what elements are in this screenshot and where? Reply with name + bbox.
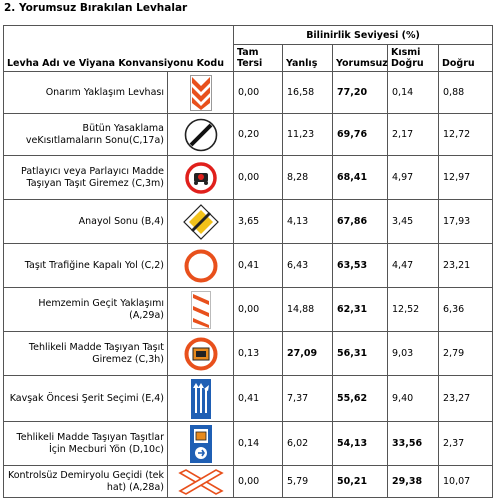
table-row: Taşıt Trafiğine Kapalı Yol (C,2) 0,41 6,… <box>3 243 494 288</box>
table-row: Anayol Sonu (B,4) 3,65 4,13 67,86 3,45 1… <box>3 199 494 244</box>
value-cell: 27,09 <box>282 331 333 376</box>
value-cell: 67,86 <box>332 199 388 244</box>
value-cell: 62,31 <box>332 287 388 332</box>
value-cell: 14,88 <box>282 287 333 332</box>
value-cell: 7,37 <box>282 375 333 422</box>
value-cell: 0,14 <box>233 421 283 466</box>
value-cell: 0,00 <box>233 155 283 200</box>
value-cell: 17,93 <box>437 199 494 244</box>
value-cell: 10,07 <box>437 465 494 498</box>
name-column-header: Levha Adı ve Viyana Konvansiyonu Kodu <box>3 25 234 72</box>
dangerous-goods-route-sign-icon <box>189 424 212 463</box>
signs-table: Levha Adı ve Viyana Konvansiyonu Kodu Bi… <box>3 25 494 498</box>
page-title: 2. Yorumsuz Bırakılan Levhalar <box>4 2 188 14</box>
sign-name: Anayol Sonu (B,4) <box>3 199 168 244</box>
value-cell: 0,00 <box>233 71 283 114</box>
value-cell: 69,76 <box>332 113 388 156</box>
value-cell: 12,97 <box>437 155 494 200</box>
sign-name: Kontrolsüz Demiryolu Geçidi (tek hat) (A… <box>3 465 168 498</box>
level-crossing-approach-sign-icon <box>190 290 211 329</box>
sign-name: Hemzemin Geçit Yaklaşımı (A,29a) <box>3 287 168 332</box>
table-row: Hemzemin Geçit Yaklaşımı (A,29a) 0,00 14… <box>3 287 494 332</box>
value-cell: 0,00 <box>233 287 283 332</box>
sign-name: Onarım Yaklaşım Levhası <box>3 71 168 114</box>
value-cell: 0,13 <box>233 331 283 376</box>
sign-name: Kavşak Öncesi Şerit Seçimi (E,4) <box>3 375 168 422</box>
value-cell: 50,21 <box>332 465 388 498</box>
end-of-restrictions-sign-icon <box>184 118 217 151</box>
value-cell: 3,65 <box>233 199 283 244</box>
value-cell: 12,72 <box>437 113 494 156</box>
value-cell: 0,14 <box>387 71 439 114</box>
value-cell: 4,47 <box>387 243 439 288</box>
value-cell: 4,97 <box>387 155 439 200</box>
column-header-tam-tersi: Tam Tersi <box>233 44 283 72</box>
value-cell: 23,27 <box>437 375 494 422</box>
table-row: Kontrolsüz Demiryolu Geçidi (tek hat) (A… <box>3 465 494 498</box>
value-cell: 2,79 <box>437 331 494 376</box>
value-cell: 0,88 <box>437 71 494 114</box>
value-cell: 11,23 <box>282 113 333 156</box>
no-explosives-vehicle-sign-icon <box>184 161 217 194</box>
value-cell: 0,41 <box>233 375 283 422</box>
value-cell: 54,13 <box>332 421 388 466</box>
value-cell: 5,79 <box>282 465 333 498</box>
value-cell: 3,45 <box>387 199 439 244</box>
table-row: Patlayıcı veya Parlayıcı Madde Taşıyan T… <box>3 155 494 200</box>
value-cell: 2,37 <box>437 421 494 466</box>
value-cell: 6,02 <box>282 421 333 466</box>
saint-andrew-cross-sign-icon <box>177 468 224 495</box>
value-cell: 0,41 <box>233 243 283 288</box>
value-cell: 0,00 <box>233 465 283 498</box>
value-cell: 63,53 <box>332 243 388 288</box>
value-cell: 9,03 <box>387 331 439 376</box>
value-cell: 68,41 <box>332 155 388 200</box>
value-cell: 56,31 <box>332 331 388 376</box>
sign-name: Tehlikeli Madde Taşıyan Taşıt Giremez (C… <box>3 331 168 376</box>
table-row: Tehlikeli Madde Taşıyan Taşıtlar İçin Me… <box>3 421 494 466</box>
sign-name: Patlayıcı veya Parlayıcı Madde Taşıyan T… <box>3 155 168 200</box>
table-row: Bütün Yasaklama veKısıtlamaların Sonu(C,… <box>3 113 494 156</box>
no-dangerous-goods-sign-icon <box>184 337 217 370</box>
table-row: Tehlikeli Madde Taşıyan Taşıt Giremez (C… <box>3 331 494 376</box>
table-row: Onarım Yaklaşım Levhası 0,00 16,58 77,20… <box>3 71 494 114</box>
value-cell: 55,62 <box>332 375 388 422</box>
value-cell: 12,52 <box>387 287 439 332</box>
sign-name: Bütün Yasaklama veKısıtlamaların Sonu(C,… <box>3 113 168 156</box>
sign-name: Taşıt Trafiğine Kapalı Yol (C,2) <box>3 243 168 288</box>
value-cell: 29,38 <box>387 465 439 498</box>
lane-selection-sign-icon <box>190 378 211 419</box>
end-of-priority-road-sign-icon <box>182 203 219 240</box>
chevron-plate-sign-icon <box>189 74 212 111</box>
value-cell: 6,36 <box>437 287 494 332</box>
column-header-kismi-dogru: Kısmi Doğru <box>387 44 439 72</box>
value-cell: 6,43 <box>282 243 333 288</box>
value-cell: 8,28 <box>282 155 333 200</box>
sign-name: Tehlikeli Madde Taşıyan Taşıtlar İçin Me… <box>3 421 168 466</box>
column-header-dogru: Doğru <box>437 44 494 72</box>
value-cell: 16,58 <box>282 71 333 114</box>
value-cell: 33,56 <box>387 421 439 466</box>
value-cell: 77,20 <box>332 71 388 114</box>
column-header-yanlis: Yanlış <box>282 44 333 72</box>
value-cell: 2,17 <box>387 113 439 156</box>
closed-to-vehicles-sign-icon <box>184 249 217 282</box>
value-cell: 9,40 <box>387 375 439 422</box>
column-header-yorumsuz: Yorumsuz <box>332 44 388 72</box>
table-row: Kavşak Öncesi Şerit Seçimi (E,4) 0,41 7,… <box>3 375 494 422</box>
value-cell: 4,13 <box>282 199 333 244</box>
group-header: Bilinirlik Seviyesi (%) <box>232 25 494 45</box>
value-cell: 23,21 <box>437 243 494 288</box>
value-cell: 0,20 <box>233 113 283 156</box>
